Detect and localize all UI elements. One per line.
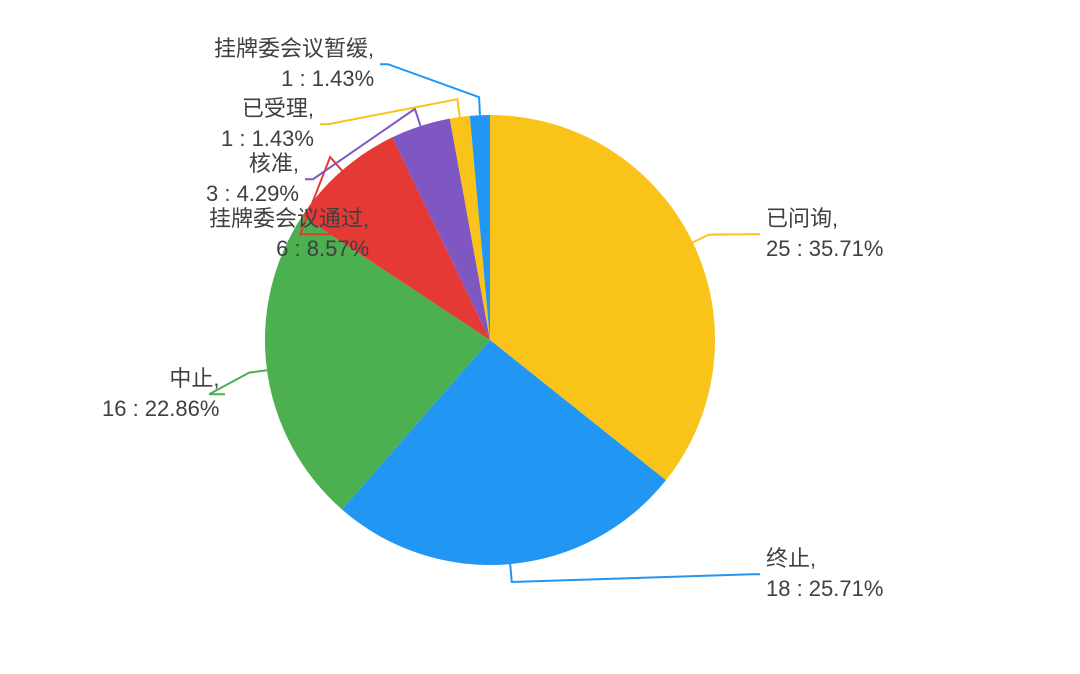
slice-label-value: 25 : 35.71% <box>766 234 883 264</box>
slice-label-name: 挂牌委会议通过, <box>209 204 369 234</box>
slice-label: 核准,3 : 4.29% <box>206 149 299 208</box>
leader-line <box>320 99 460 124</box>
slice-label-value: 3 : 4.29% <box>206 179 299 209</box>
slice-label-name: 中止, <box>102 364 219 394</box>
slice-label: 终止,18 : 25.71% <box>766 544 883 603</box>
pie-svg <box>0 0 1080 674</box>
slice-label-value: 1 : 1.43% <box>214 64 374 94</box>
pie-chart: 已问询,25 : 35.71% 终止,18 : 25.71% 中止,16 : 22.… <box>0 0 1080 674</box>
slice-label-value: 6 : 8.57% <box>209 234 369 264</box>
leader-line <box>380 64 480 115</box>
slice-label-name: 已问询, <box>766 204 883 234</box>
slice-label: 中止,16 : 22.86% <box>102 364 219 423</box>
slice-label: 挂牌委会议暂缓,1 : 1.43% <box>214 34 374 93</box>
slice-label-name: 已受理, <box>221 94 314 124</box>
slice-label-value: 16 : 22.86% <box>102 394 219 424</box>
slice-label-value: 18 : 25.71% <box>766 574 883 604</box>
slice-label-name: 核准, <box>206 149 299 179</box>
slice-label: 已问询,25 : 35.71% <box>766 204 883 263</box>
slice-label-value: 1 : 1.43% <box>221 124 314 154</box>
slice-label-name: 终止, <box>766 544 883 574</box>
slice-label-name: 挂牌委会议暂缓, <box>214 34 374 64</box>
slice-label: 挂牌委会议通过,6 : 8.57% <box>209 204 369 263</box>
leader-line <box>693 234 760 242</box>
leader-line <box>510 564 760 582</box>
slice-label: 已受理,1 : 1.43% <box>221 94 314 153</box>
